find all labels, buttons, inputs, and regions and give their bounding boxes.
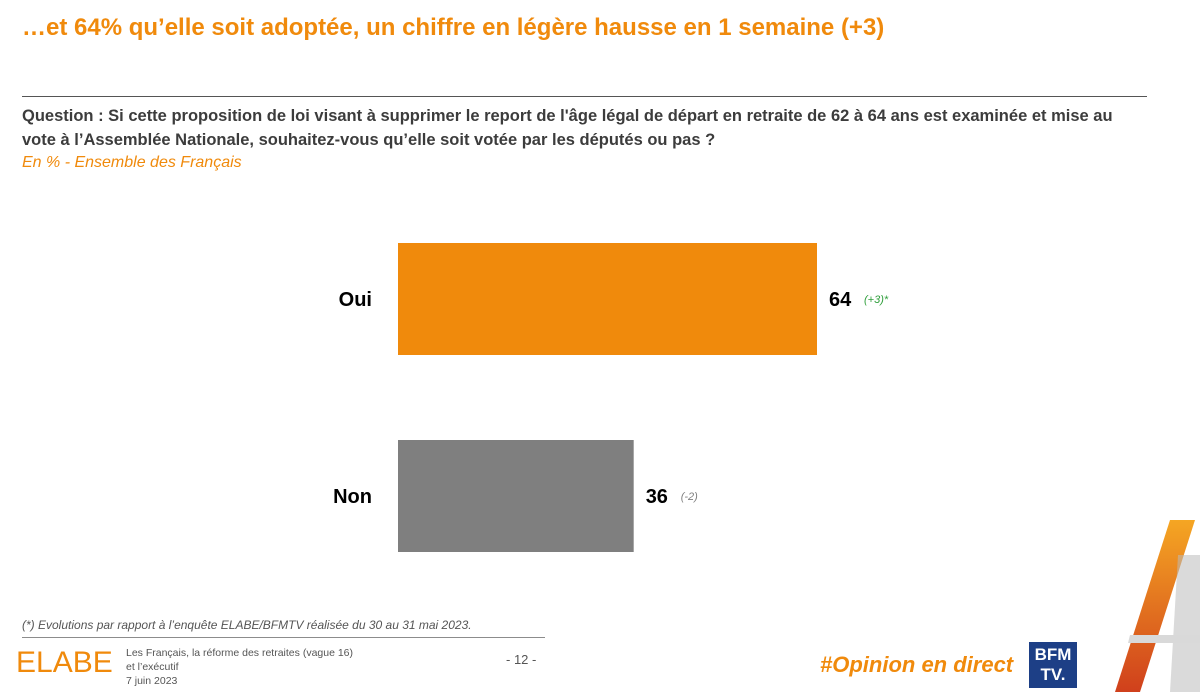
category-label-non: Non [333, 486, 372, 508]
study-title-line2: et l’exécutif [126, 661, 179, 673]
elabe-logo: ELABE [16, 646, 113, 679]
study-title-line1: Les Français, la réforme des retraites (… [126, 647, 354, 659]
footnote: (*) Evolutions par rapport à l’enquête E… [22, 618, 472, 632]
value-label-non: 36 [646, 486, 668, 508]
slide-title: …et 64% qu’elle soit adoptée, un chiffre… [22, 14, 885, 41]
page-number: - 12 - [506, 652, 537, 667]
value-label-oui: 64 [829, 289, 852, 311]
bfmtv-logo-bottom: TV. [1040, 665, 1066, 684]
survey-question: Question : Si cette proposition de loi v… [22, 107, 1113, 149]
bar-non [398, 440, 634, 552]
elabe-a-decoration [1115, 520, 1200, 692]
study-date: 7 juin 2023 [126, 675, 178, 687]
bar-chart: Oui 64 (+3)* Non 36 (-2) [333, 243, 889, 552]
hashtag: #Opinion en direct [820, 652, 1014, 677]
bfmtv-logo-top: BFM [1034, 645, 1072, 664]
category-label-oui: Oui [339, 289, 372, 311]
title-divider [22, 96, 1147, 97]
change-label-oui: (+3)* [864, 294, 889, 306]
change-label-non: (-2) [681, 491, 698, 503]
bar-oui [398, 243, 817, 355]
chart-subtitle: En % - Ensemble des Français [22, 154, 242, 171]
bfmtv-logo: BFM TV. [1029, 642, 1077, 688]
footer-divider [22, 637, 545, 638]
study-meta: Les Français, la réforme des retraites (… [126, 646, 353, 688]
